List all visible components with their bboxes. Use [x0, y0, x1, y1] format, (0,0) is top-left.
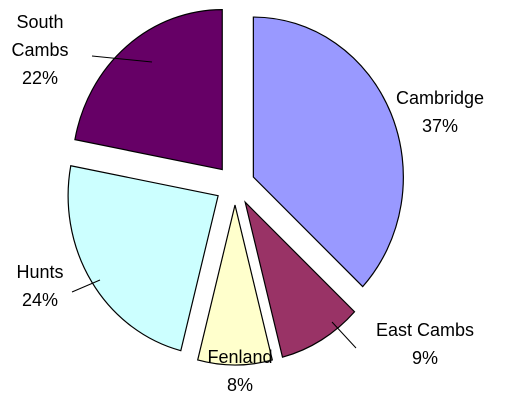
pie-slice: [67, 165, 219, 352]
pie-slice: [74, 8, 223, 171]
slice-label: South Cambs 22%: [0, 8, 80, 92]
category-label: Hunts: [16, 262, 64, 282]
category-label: South Cambs: [11, 12, 69, 60]
slice-label: Cambridge 37%: [380, 84, 500, 140]
pie-slice: [196, 204, 274, 366]
leader-line: [331, 321, 357, 349]
value-label: 22%: [21, 68, 59, 88]
leader-line: [71, 279, 101, 293]
value-label: 37%: [421, 116, 459, 136]
category-label: Fenland: [207, 347, 273, 367]
slice-label: Fenland 8%: [180, 343, 300, 399]
value-label: 8%: [226, 375, 253, 395]
slice-label: East Cambs 9%: [350, 316, 500, 372]
pie-slice: [244, 200, 356, 358]
slice-label: Hunts 24%: [0, 258, 80, 314]
category-label: Cambridge: [395, 88, 485, 108]
leader-line: [91, 55, 153, 63]
value-label: 24%: [21, 290, 59, 310]
value-label: 9%: [411, 348, 438, 368]
category-label: East Cambs: [375, 320, 475, 340]
pie-slice: [252, 16, 404, 288]
